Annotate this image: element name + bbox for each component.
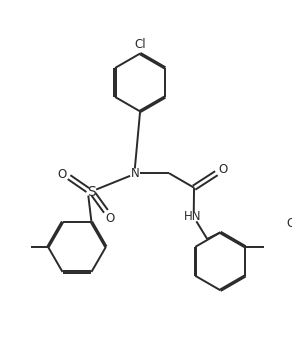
Text: S: S — [87, 185, 96, 199]
Text: O: O — [105, 212, 114, 225]
Text: Cl: Cl — [134, 38, 146, 51]
Text: HN: HN — [184, 210, 201, 223]
Text: O: O — [287, 217, 292, 230]
Text: O: O — [57, 168, 66, 181]
Text: O: O — [218, 163, 227, 176]
Text: N: N — [131, 167, 139, 180]
